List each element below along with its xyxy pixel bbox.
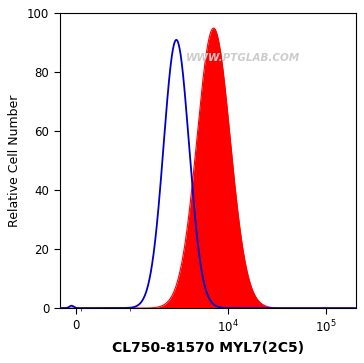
Text: WWW.PTGLAB.COM: WWW.PTGLAB.COM <box>186 53 300 62</box>
X-axis label: CL750-81570 MYL7(2C5): CL750-81570 MYL7(2C5) <box>111 340 304 355</box>
Y-axis label: Relative Cell Number: Relative Cell Number <box>8 94 21 227</box>
